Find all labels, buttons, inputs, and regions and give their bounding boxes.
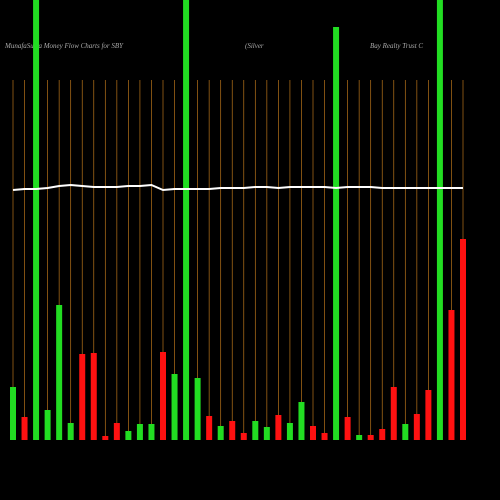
bar <box>275 415 282 440</box>
bar <box>148 424 155 440</box>
bar <box>206 416 213 440</box>
bar <box>367 435 374 440</box>
bar <box>436 0 443 440</box>
bar <box>102 436 109 440</box>
bar <box>390 387 397 440</box>
bar <box>425 390 432 440</box>
bar <box>79 354 86 440</box>
bar <box>160 352 166 440</box>
bar <box>113 423 120 440</box>
bar <box>44 410 51 440</box>
bar <box>171 374 178 440</box>
bar <box>460 239 466 440</box>
chart-title: Bay Realty Trust C <box>370 42 423 50</box>
bar <box>67 423 74 440</box>
bar <box>263 427 270 440</box>
chart-title: (Silver <box>245 42 264 50</box>
bar <box>90 353 97 440</box>
bar <box>310 426 316 440</box>
bar <box>21 417 28 440</box>
bar <box>136 424 143 440</box>
bar <box>413 414 420 440</box>
bar <box>448 310 455 440</box>
bar <box>379 429 386 440</box>
money-flow-line <box>12 183 463 192</box>
bar <box>33 0 40 440</box>
bar <box>402 424 409 440</box>
bar <box>194 378 201 440</box>
bar <box>356 435 363 440</box>
bar <box>344 417 351 440</box>
chart-title: MunafaSutra Money Flow Charts for SBY <box>4 42 124 50</box>
bar <box>217 426 224 440</box>
bar <box>240 433 247 440</box>
bar <box>10 387 16 440</box>
bar <box>183 0 190 440</box>
bar <box>321 433 328 440</box>
bar <box>286 423 293 440</box>
bar <box>333 27 340 440</box>
bar <box>229 421 236 440</box>
bar <box>125 431 132 440</box>
bar <box>298 402 305 440</box>
bar <box>56 305 63 440</box>
bar <box>252 421 259 440</box>
